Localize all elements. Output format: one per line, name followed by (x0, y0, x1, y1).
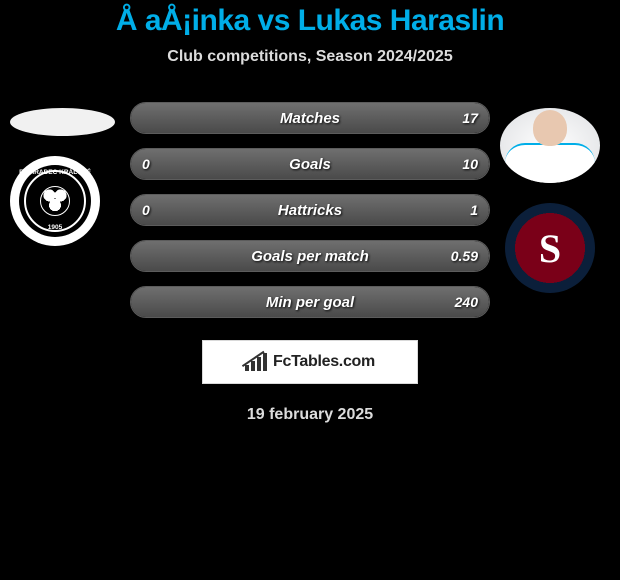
stat-value-left (130, 102, 154, 134)
stat-label: Matches (130, 102, 490, 134)
right-side: S (490, 102, 610, 293)
stat-row: Hattricks0 1 (130, 194, 490, 226)
club-badge-right: S (505, 203, 595, 293)
stat-value-left (130, 240, 154, 272)
club-badge-left-inner: FC HRADEC KRÁLOVÉ 1905 (19, 165, 91, 237)
player-photo-right (500, 108, 600, 183)
soccer-ball-icon (40, 186, 70, 216)
stat-row: Goals per match0.59 (130, 240, 490, 272)
subtitle: Club competitions, Season 2024/2025 (0, 48, 620, 66)
stat-value-left: 0 (130, 148, 162, 180)
stats-column: Matches17Goals010Hattricks01Goals per ma… (130, 102, 490, 318)
brand-text: FcTables.com (273, 353, 375, 371)
stat-value-right: 17 (450, 102, 490, 134)
stat-label: Goals (130, 148, 490, 180)
club-badge-left-text-top: FC HRADEC KRÁLOVÉ (19, 169, 91, 176)
brand-badge[interactable]: FcTables.com (202, 340, 418, 384)
stat-row: Goals0 10 (130, 148, 490, 180)
date-label: 19 february 2025 (0, 406, 620, 424)
club-badge-right-letter: S (539, 225, 561, 272)
club-badge-left: FC HRADEC KRÁLOVÉ 1905 (10, 156, 100, 246)
page-title: Å aÅ¡inka vs Lukas Haraslin (0, 4, 620, 38)
stat-value-right: 240 (443, 286, 490, 318)
stat-value-left (130, 286, 154, 318)
bar-chart-icon (245, 353, 267, 371)
player-photo-left (10, 108, 115, 136)
stat-row: Matches17 (130, 102, 490, 134)
stat-row: Min per goal240 (130, 286, 490, 318)
main-row: FC HRADEC KRÁLOVÉ 1905 Matches17Goals010… (0, 102, 620, 318)
stat-label: Hattricks (130, 194, 490, 226)
stat-label: Goals per match (130, 240, 490, 272)
club-badge-left-text-bottom: 1905 (19, 224, 91, 231)
stat-label: Min per goal (130, 286, 490, 318)
stat-value-right: 10 (450, 148, 490, 180)
stat-value-right: 1 (458, 194, 490, 226)
comparison-card: Å aÅ¡inka vs Lukas Haraslin Club competi… (0, 0, 620, 424)
stat-value-left: 0 (130, 194, 162, 226)
left-side: FC HRADEC KRÁLOVÉ 1905 (10, 102, 130, 246)
stat-value-right: 0.59 (439, 240, 490, 272)
